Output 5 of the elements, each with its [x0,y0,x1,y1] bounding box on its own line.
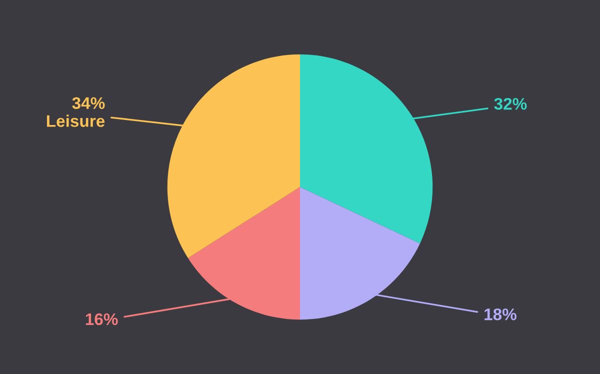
data-label: 16% [86,313,118,326]
slice-label: Leisure [46,114,105,127]
data-label: 32% [494,98,527,110]
data-label: 18% [484,308,516,320]
data-label: 34% [72,97,105,110]
